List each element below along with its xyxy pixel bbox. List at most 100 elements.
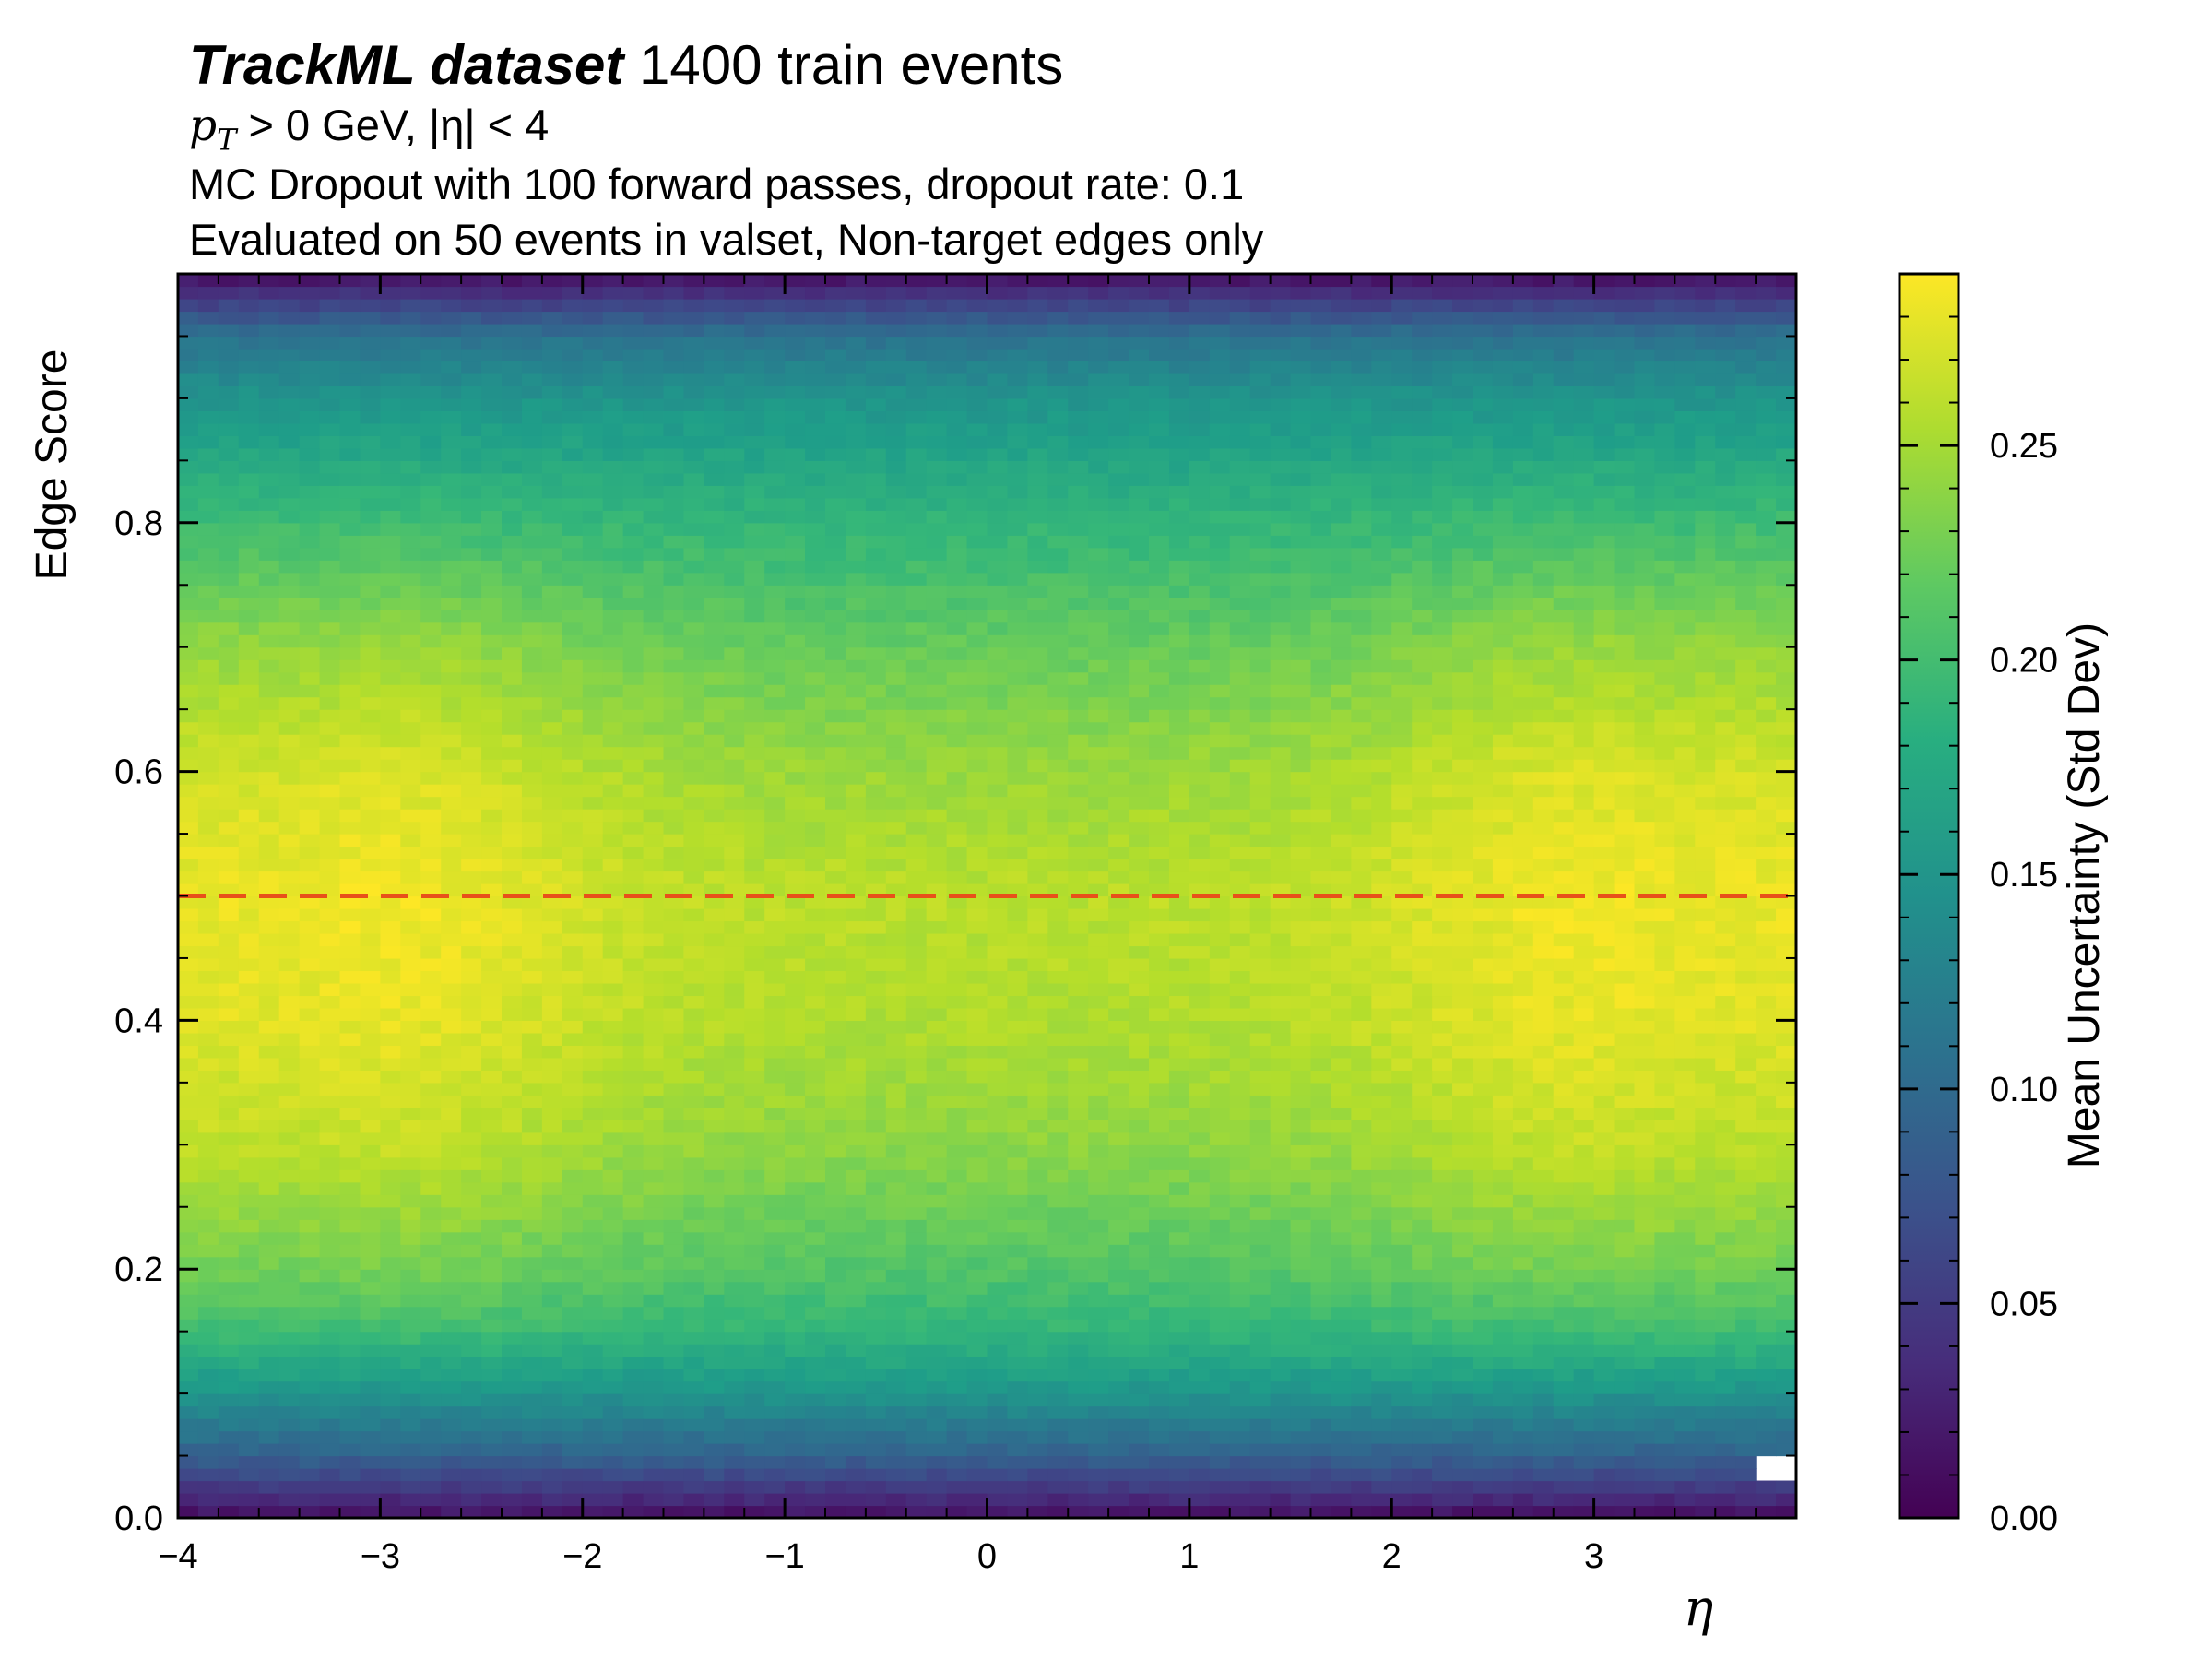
heatmap-cell [704, 1132, 725, 1145]
heatmap-cell [966, 1107, 988, 1120]
heatmap-cell [1129, 1007, 1150, 1021]
heatmap-cell [238, 286, 260, 300]
heatmap-cell [683, 671, 704, 685]
heatmap-cell [521, 1169, 543, 1183]
heatmap-cell [805, 1219, 826, 1233]
heatmap-cell [197, 597, 219, 610]
heatmap-cell [602, 846, 624, 859]
heatmap-cell [420, 1120, 442, 1133]
heatmap-cell [905, 646, 928, 660]
heatmap-cell [1149, 1007, 1170, 1021]
heatmap-cell [238, 522, 260, 536]
heatmap-cell [420, 1181, 442, 1195]
heatmap-cell [299, 447, 321, 461]
heatmap-cell [521, 1020, 543, 1034]
heatmap-cell [197, 696, 219, 710]
heatmap-cell [1129, 447, 1150, 461]
heatmap-cell [1149, 472, 1170, 486]
heatmap-cell [1108, 982, 1130, 997]
heatmap-cell [724, 646, 745, 660]
heatmap-cell [987, 759, 1009, 773]
heatmap-cell [643, 547, 665, 561]
heatmap-cell [178, 336, 199, 350]
heatmap-cell [724, 1393, 745, 1407]
heatmap-cell [1108, 535, 1130, 549]
heatmap-cell [461, 982, 482, 997]
heatmap-cell [461, 1169, 482, 1183]
heatmap-cell [683, 846, 704, 859]
heatmap-cell [562, 1082, 584, 1096]
heatmap-cell [946, 746, 968, 760]
heatmap-cell [441, 821, 462, 835]
heatmap-cell [319, 1045, 341, 1059]
heatmap-cell [926, 995, 948, 1009]
heatmap-cell [562, 1505, 584, 1519]
heatmap-cell [764, 298, 786, 313]
heatmap-cell [218, 311, 240, 325]
heatmap-cell [339, 1405, 361, 1419]
heatmap-cell [461, 1369, 482, 1382]
heatmap-cell [966, 622, 988, 635]
heatmap-cell [1007, 1468, 1028, 1482]
heatmap-cell [339, 859, 361, 872]
heatmap-cell [845, 1107, 867, 1120]
heatmap-cell [622, 1430, 645, 1444]
heatmap-cell [502, 1007, 523, 1021]
heatmap-cell [663, 361, 685, 374]
heatmap-cell [461, 734, 482, 748]
heatmap-cell [1047, 684, 1069, 698]
heatmap-cell [258, 1256, 280, 1270]
heatmap-cell [865, 1418, 887, 1432]
heatmap-cell [885, 734, 907, 748]
heatmap-cell [541, 883, 563, 897]
heatmap-cell [966, 1082, 988, 1096]
heatmap-cell [400, 1443, 421, 1457]
heatmap-cell [905, 1493, 928, 1507]
heatmap-cell [865, 1181, 887, 1195]
heatmap-cell [339, 497, 361, 511]
heatmap-cell [400, 1156, 421, 1170]
heatmap-cell [1007, 1430, 1028, 1444]
heatmap-cell [744, 746, 765, 760]
heatmap-cell [400, 859, 421, 872]
heatmap-cell [582, 1007, 604, 1021]
heatmap-cell [663, 982, 685, 997]
heatmap-cell [1168, 485, 1190, 499]
heatmap-cell [278, 397, 301, 411]
heatmap-cell [865, 547, 887, 561]
heatmap-cell [562, 1045, 584, 1059]
heatmap-cell [885, 1468, 907, 1482]
heatmap-cell [622, 1294, 645, 1308]
heatmap-cell [197, 1095, 219, 1108]
heatmap-cell [1149, 1244, 1170, 1258]
heatmap-cell [238, 859, 260, 872]
heatmap-cell [1068, 385, 1089, 399]
heatmap-cell [946, 410, 968, 424]
heatmap-cell [278, 634, 301, 648]
heatmap-cell [461, 1082, 482, 1096]
heatmap-cell [704, 311, 725, 325]
heatmap-cell [905, 535, 928, 549]
heatmap-cell [1047, 1256, 1069, 1270]
heatmap-cell [865, 361, 887, 374]
heatmap-cell [805, 1070, 826, 1084]
heatmap-cell [663, 1455, 685, 1469]
heatmap-cell [339, 696, 361, 710]
heatmap-cell [845, 422, 867, 436]
heatmap-cell [582, 1455, 604, 1469]
heatmap-cell [441, 1194, 462, 1208]
heatmap-cell [218, 472, 240, 486]
heatmap-cell [400, 535, 421, 549]
heatmap-cell [1047, 585, 1069, 598]
heatmap-cell [683, 597, 704, 610]
heatmap-cell [865, 585, 887, 598]
heatmap-cell [865, 809, 887, 823]
heatmap-cell [683, 907, 704, 922]
heatmap-cell [582, 1505, 604, 1519]
heatmap-cell [987, 1331, 1009, 1345]
heatmap-cell [663, 821, 685, 835]
heatmap-cell [663, 1057, 685, 1071]
heatmap-cell [582, 1381, 604, 1394]
heatmap-cell [582, 1120, 604, 1133]
